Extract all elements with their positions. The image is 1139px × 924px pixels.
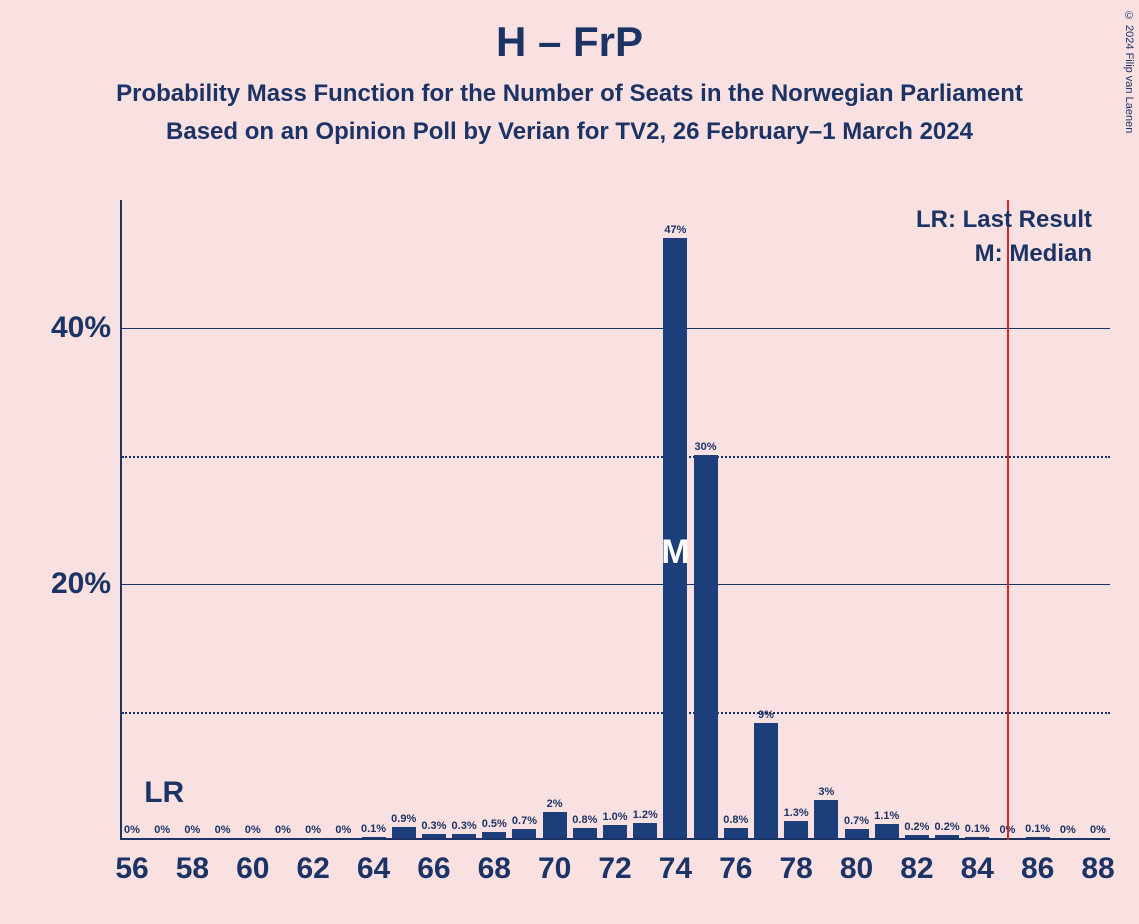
chart-subtitle-2: Based on an Opinion Poll by Verian for T… [0, 118, 1139, 146]
y-axis [120, 200, 122, 840]
bar [935, 835, 959, 838]
bar [512, 829, 536, 838]
bar [392, 827, 416, 838]
bar-value-label: 0.8% [723, 814, 748, 826]
bar-value-label: 0% [215, 824, 231, 836]
bar [724, 828, 748, 838]
bar [784, 821, 808, 838]
x-axis [120, 838, 1110, 840]
bar-value-label: 0% [275, 824, 291, 836]
x-tick-label: 84 [961, 852, 994, 886]
gridline-major [122, 328, 1110, 329]
bar-value-label: 0.2% [935, 821, 960, 833]
bar-value-label: 0% [184, 824, 200, 836]
plot-area: 0% 0% 0% 0% 0% 0% 0% 0% 0.1% 0.9% 0.3% 0.3% 0.5% 0.7%… [120, 200, 1110, 840]
lr-marker: LR [144, 776, 184, 810]
bar-value-label: 0% [305, 824, 321, 836]
x-tick-label: 72 [598, 852, 631, 886]
bar-value-label: 1.1% [874, 810, 899, 822]
bar-value-label: 9% [758, 709, 774, 721]
y-tick-label: 20% [51, 567, 111, 601]
chart-subtitle-1: Probability Mass Function for the Number… [0, 80, 1139, 108]
bar-value-label: 0.3% [452, 820, 477, 832]
bar [573, 828, 597, 838]
bar-value-label: 1.2% [633, 809, 658, 821]
bar [603, 825, 627, 838]
x-tick-label: 62 [296, 852, 329, 886]
bar [814, 800, 838, 838]
gridline-minor [122, 712, 1110, 714]
median-marker: M [661, 533, 689, 572]
x-tick-label: 64 [357, 852, 390, 886]
copyright-text: © 2024 Filip van Laenen [1123, 10, 1135, 133]
x-tick-label: 82 [900, 852, 933, 886]
bar [694, 455, 718, 838]
x-tick-label: 80 [840, 852, 873, 886]
bar-value-label: 0.1% [965, 823, 990, 835]
bar-value-label: 0.8% [572, 814, 597, 826]
x-tick-label: 78 [779, 852, 812, 886]
bar-value-label: 0.7% [844, 815, 869, 827]
bar [754, 723, 778, 838]
x-tick-label: 66 [417, 852, 450, 886]
bar-value-label: 1.0% [602, 811, 627, 823]
bar [452, 834, 476, 838]
bar-value-label: 0.1% [361, 823, 386, 835]
x-tick-label: 76 [719, 852, 752, 886]
bar [875, 824, 899, 838]
bar-value-label: 0% [1090, 824, 1106, 836]
bar [543, 812, 567, 838]
bar-value-label: 0% [1060, 824, 1076, 836]
bar-value-label: 0.1% [1025, 823, 1050, 835]
bar-value-label: 0.9% [391, 813, 416, 825]
bar-value-label: 30% [695, 441, 717, 453]
bar-value-label: 47% [664, 224, 686, 236]
bar [422, 834, 446, 838]
x-tick-label: 58 [176, 852, 209, 886]
x-tick-label: 56 [115, 852, 148, 886]
legend-lr: LR: Last Result [916, 206, 1092, 234]
legend-median: M: Median [975, 240, 1092, 268]
bar [362, 837, 386, 838]
bar [633, 823, 657, 838]
bar-value-label: 1.3% [784, 807, 809, 819]
bar-value-label: 3% [818, 786, 834, 798]
bar-value-label: 0% [245, 824, 261, 836]
bar [905, 835, 929, 838]
x-tick-label: 86 [1021, 852, 1054, 886]
bar-value-label: 0.2% [904, 821, 929, 833]
bar-value-label: 0% [335, 824, 351, 836]
bar [965, 837, 989, 838]
x-tick-label: 74 [659, 852, 692, 886]
bar-value-label: 0.5% [482, 818, 507, 830]
bar [1026, 837, 1050, 838]
bar-value-label: 0% [124, 824, 140, 836]
majority-line [1007, 200, 1009, 840]
y-tick-label: 40% [51, 311, 111, 345]
chart-title: H – FrP [0, 0, 1139, 66]
x-tick-label: 70 [538, 852, 571, 886]
bar-value-label: 0.7% [512, 815, 537, 827]
gridline-minor [122, 456, 1110, 458]
bar-value-label: 0% [154, 824, 170, 836]
gridline-major [122, 584, 1110, 585]
bar-value-label: 2% [547, 798, 563, 810]
x-tick-label: 88 [1081, 852, 1114, 886]
bar [845, 829, 869, 838]
bar [482, 832, 506, 838]
x-tick-label: 60 [236, 852, 269, 886]
x-tick-label: 68 [478, 852, 511, 886]
bar-value-label: 0.3% [421, 820, 446, 832]
